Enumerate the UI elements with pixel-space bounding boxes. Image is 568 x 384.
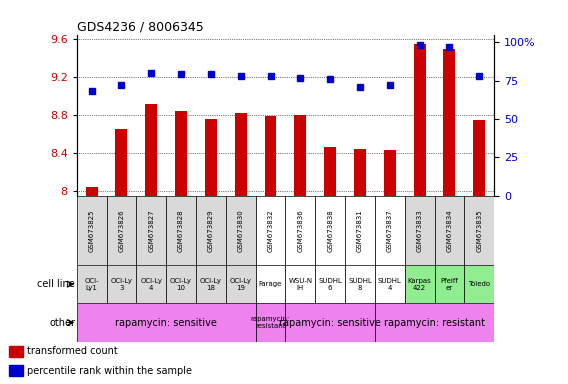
Text: GSM673830: GSM673830 (237, 209, 244, 252)
Bar (286, 303, 375, 342)
Text: transformed count: transformed count (27, 346, 118, 356)
Bar (196, 196, 226, 265)
Text: rapamycin: sensitive: rapamycin: sensitive (279, 318, 381, 328)
Bar (115, 129, 127, 196)
Bar (465, 196, 494, 265)
Text: SUDHL
6: SUDHL 6 (318, 278, 342, 291)
Text: Karpas
422: Karpas 422 (408, 278, 432, 291)
Text: Farage: Farage (259, 281, 282, 287)
Bar (175, 111, 187, 196)
Text: GSM673836: GSM673836 (297, 209, 303, 252)
Bar (86, 187, 98, 196)
Bar (226, 265, 256, 303)
Bar (315, 196, 345, 265)
Text: OCI-Ly
3: OCI-Ly 3 (110, 278, 132, 291)
Text: SUDHL
4: SUDHL 4 (378, 278, 402, 291)
Text: GSM673832: GSM673832 (268, 209, 274, 252)
Bar (166, 196, 196, 265)
Bar (77, 196, 107, 265)
Text: other: other (49, 318, 75, 328)
Text: SUDHL
8: SUDHL 8 (348, 278, 372, 291)
Text: GSM673831: GSM673831 (357, 209, 363, 252)
Bar (196, 265, 226, 303)
Text: OCI-Ly
4: OCI-Ly 4 (140, 278, 162, 291)
Bar (9, 346, 23, 357)
Text: GSM673833: GSM673833 (416, 209, 423, 252)
Bar (107, 196, 136, 265)
Bar (286, 196, 315, 265)
Bar (256, 303, 286, 342)
Bar (77, 303, 256, 342)
Text: OCI-Ly
18: OCI-Ly 18 (200, 278, 222, 291)
Text: GSM673827: GSM673827 (148, 209, 154, 252)
Bar (465, 265, 494, 303)
Bar (294, 115, 306, 196)
Bar (384, 150, 396, 196)
Bar (107, 265, 136, 303)
Text: GSM673829: GSM673829 (208, 209, 214, 252)
Bar (345, 265, 375, 303)
Text: GSM673828: GSM673828 (178, 209, 184, 252)
Text: GSM673825: GSM673825 (89, 209, 95, 252)
Text: GSM673838: GSM673838 (327, 209, 333, 252)
Bar (226, 196, 256, 265)
Bar (145, 104, 157, 196)
Text: OCI-
Ly1: OCI- Ly1 (84, 278, 99, 291)
Text: OCI-Ly
19: OCI-Ly 19 (229, 278, 252, 291)
Bar (136, 196, 166, 265)
Text: cell line: cell line (37, 279, 75, 289)
Bar (345, 196, 375, 265)
Text: rapamycin: resistant: rapamycin: resistant (384, 318, 485, 328)
Text: GSM673826: GSM673826 (118, 209, 124, 252)
Text: GSM673834: GSM673834 (446, 209, 453, 252)
Bar (354, 149, 366, 196)
Bar (77, 265, 107, 303)
Text: Toledo: Toledo (468, 281, 490, 287)
Text: WSU-N
IH: WSU-N IH (289, 278, 312, 291)
Bar (375, 196, 404, 265)
Bar (256, 196, 286, 265)
Bar (136, 265, 166, 303)
Bar (286, 265, 315, 303)
Bar (166, 265, 196, 303)
Bar (256, 265, 286, 303)
Bar (205, 119, 217, 196)
Bar (435, 265, 465, 303)
Bar (414, 44, 425, 196)
Text: rapamycin: sensitive: rapamycin: sensitive (115, 318, 217, 328)
Bar (435, 196, 465, 265)
Bar (375, 265, 404, 303)
Bar (235, 113, 247, 196)
Bar (265, 116, 277, 196)
Text: GSM673835: GSM673835 (476, 209, 482, 252)
Bar (473, 120, 485, 196)
Text: GSM673837: GSM673837 (387, 209, 393, 252)
Text: rapamycin:
resistant: rapamycin: resistant (251, 316, 290, 329)
Bar (9, 365, 23, 376)
Text: Pfeiff
er: Pfeiff er (441, 278, 458, 291)
Bar (444, 49, 456, 196)
Text: percentile rank within the sample: percentile rank within the sample (27, 366, 192, 376)
Bar (405, 265, 435, 303)
Bar (405, 196, 435, 265)
Bar (315, 265, 345, 303)
Bar (324, 147, 336, 196)
Text: OCI-Ly
10: OCI-Ly 10 (170, 278, 192, 291)
Text: GDS4236 / 8006345: GDS4236 / 8006345 (77, 20, 203, 33)
Bar (375, 303, 494, 342)
